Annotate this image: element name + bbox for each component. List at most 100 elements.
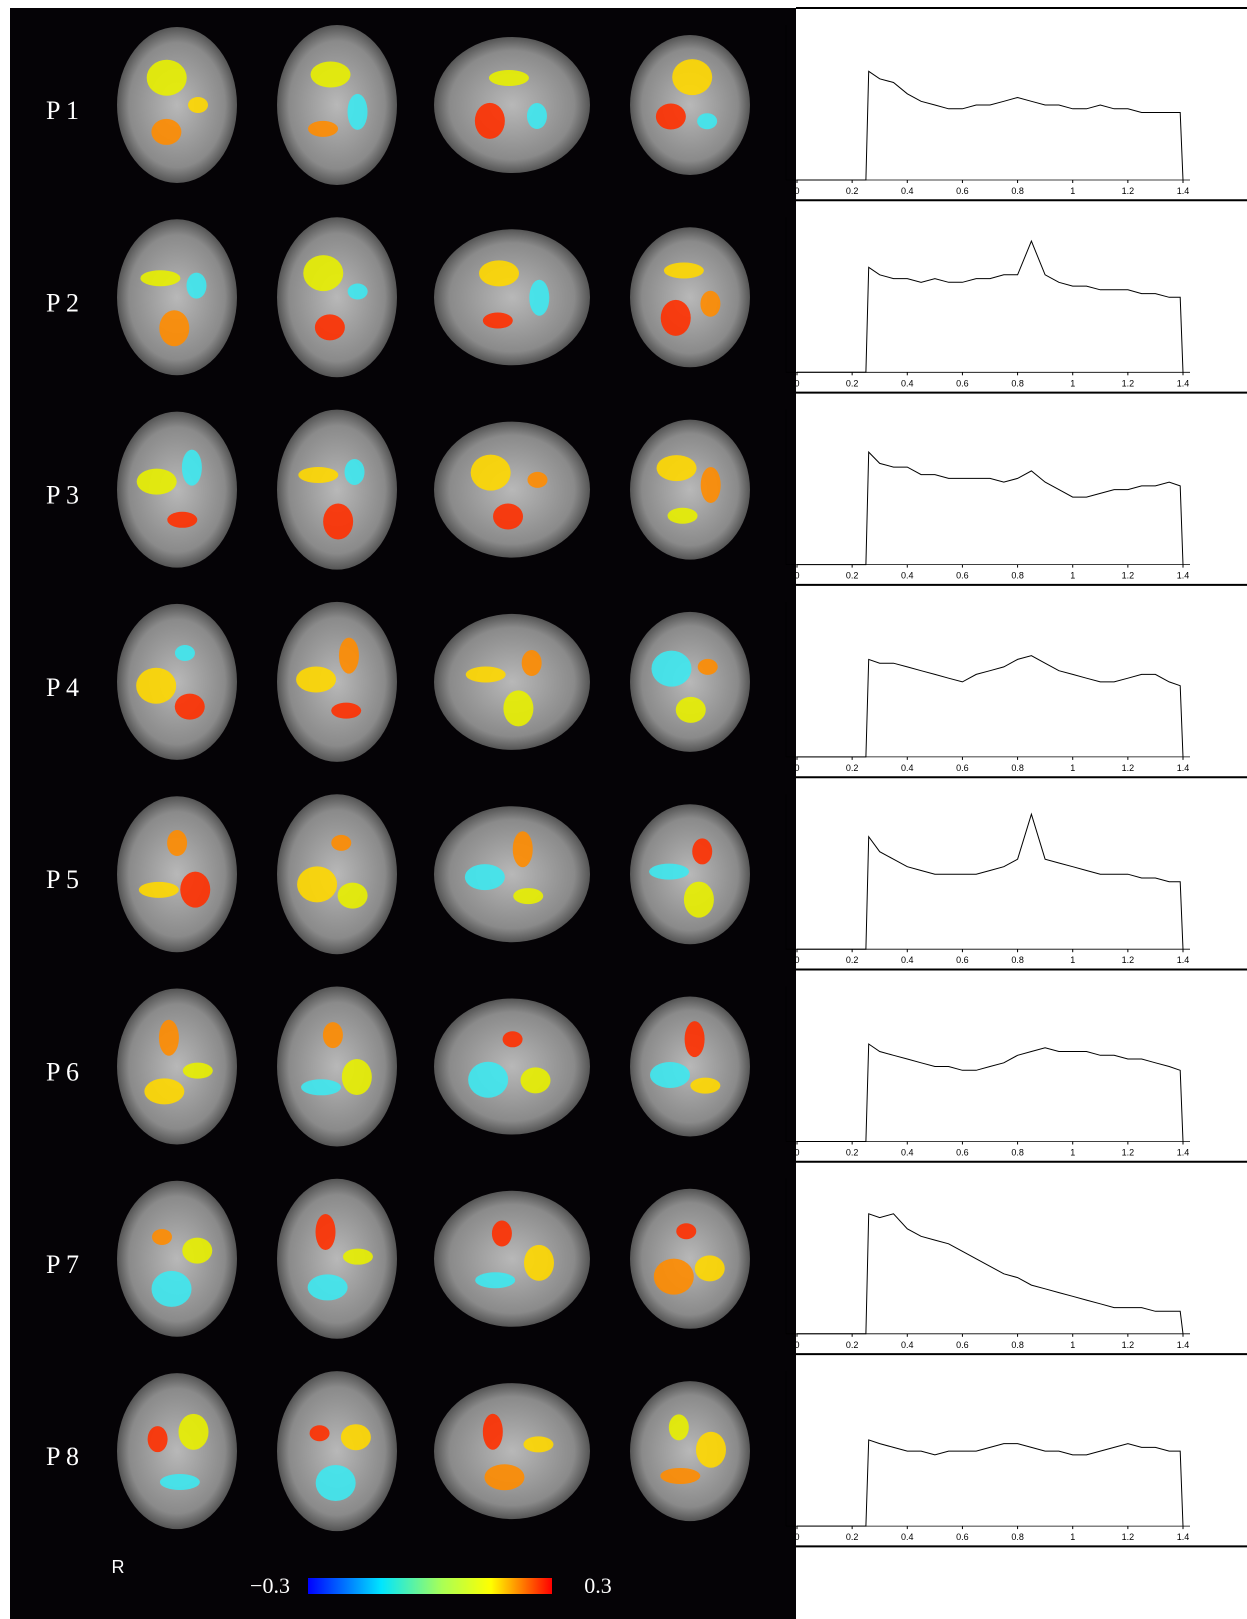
activation-blob — [338, 883, 368, 909]
brain-slice — [434, 806, 590, 942]
x-tick-label: 0.6 — [956, 378, 969, 388]
row-label: P 6 — [46, 1057, 79, 1086]
activation-blob — [522, 650, 542, 676]
activation-blob — [308, 1274, 348, 1300]
activation-blob — [311, 62, 351, 88]
x-tick-label: 1.4 — [1177, 186, 1190, 196]
activation-blob — [669, 1414, 689, 1440]
x-tick-label: 0.2 — [846, 378, 859, 388]
x-tick-label: 0.2 — [846, 1148, 859, 1158]
x-tick-label: 0.4 — [901, 1340, 914, 1350]
colorbar — [308, 1578, 552, 1594]
x-tick-label: 0.6 — [956, 763, 969, 773]
activation-blob — [136, 668, 176, 704]
activation-blob — [297, 866, 337, 902]
figure: R −0.30.3P 100.20.40.60.811.21.4P 200.20… — [0, 0, 1247, 1619]
activation-blob — [188, 97, 208, 113]
activation-blob — [503, 1031, 523, 1047]
activation-blob — [492, 1221, 512, 1247]
brain-slice — [117, 219, 237, 375]
x-tick-label: 0.4 — [901, 763, 914, 773]
brain-slice — [434, 229, 590, 365]
x-tick-label: 1.4 — [1177, 1148, 1190, 1158]
x-tick-label: 0.8 — [1011, 1532, 1024, 1542]
activation-blob — [466, 667, 506, 683]
activation-blob — [471, 455, 511, 491]
brain-slice — [117, 27, 237, 183]
brain-slice — [434, 37, 590, 173]
activation-blob — [331, 835, 351, 851]
activation-blob — [698, 659, 718, 675]
brain-slice — [434, 1191, 590, 1327]
spectrum-line — [797, 241, 1183, 372]
activation-blob — [697, 113, 717, 129]
activation-blob — [348, 283, 368, 299]
x-tick-label: 1.2 — [1122, 378, 1135, 388]
activation-blob — [348, 94, 368, 130]
x-tick-label: 1.2 — [1122, 1148, 1135, 1158]
activation-blob — [529, 280, 549, 316]
activation-blob — [159, 1020, 179, 1056]
brain-slice — [277, 1371, 397, 1531]
row-label: P 1 — [46, 96, 79, 125]
x-tick-label: 1 — [1070, 1340, 1075, 1350]
x-tick-label: 0.4 — [901, 1532, 914, 1542]
activation-blob — [137, 469, 177, 495]
x-tick-label: 0.4 — [901, 1148, 914, 1158]
activation-blob — [483, 1414, 503, 1450]
x-tick-label: 1.4 — [1177, 955, 1190, 965]
activation-blob — [148, 1426, 168, 1452]
activation-blob — [696, 1432, 726, 1468]
x-tick-label: 0.2 — [846, 186, 859, 196]
activation-blob — [186, 273, 206, 299]
activation-blob — [656, 104, 686, 130]
x-tick-label: 0.4 — [901, 186, 914, 196]
activation-blob — [316, 1214, 336, 1250]
x-tick-label: 0.6 — [956, 1532, 969, 1542]
x-tick-label: 1.2 — [1122, 763, 1135, 773]
x-tick-label: 1.2 — [1122, 186, 1135, 196]
activation-blob — [180, 872, 210, 908]
x-tick-label: 1 — [1070, 955, 1075, 965]
brain-slice — [434, 614, 590, 750]
brain-slice — [630, 227, 750, 367]
x-tick-label: 0.4 — [901, 955, 914, 965]
x-tick-label: 1.2 — [1122, 1532, 1135, 1542]
x-tick-label: 0.4 — [901, 378, 914, 388]
activation-blob — [695, 1255, 725, 1281]
activation-blob — [527, 472, 547, 488]
activation-blob — [483, 313, 513, 329]
activation-blob — [139, 882, 179, 898]
spectrum-line — [797, 71, 1183, 180]
activation-blob — [661, 300, 691, 336]
activation-blob — [152, 1229, 172, 1245]
activation-blob — [147, 60, 187, 96]
activation-blob — [152, 1271, 192, 1307]
activation-blob — [183, 1063, 213, 1079]
x-tick-label: 0.2 — [846, 955, 859, 965]
activation-blob — [296, 666, 336, 692]
brain-slice — [630, 804, 750, 944]
activation-blob — [484, 1464, 524, 1490]
x-tick-label: 0 — [794, 378, 799, 388]
brain-slice — [434, 422, 590, 558]
activation-blob — [151, 119, 181, 145]
x-tick-label: 0.6 — [956, 1148, 969, 1158]
x-tick-label: 1.4 — [1177, 571, 1190, 581]
activation-blob — [668, 508, 698, 524]
activation-blob — [521, 1067, 551, 1093]
activation-blob — [341, 1424, 371, 1450]
activation-blob — [345, 459, 365, 485]
spectrum-line — [797, 1214, 1183, 1334]
brain-slice — [630, 997, 750, 1137]
activation-blob — [303, 255, 343, 291]
row-label: P 5 — [46, 865, 79, 894]
x-tick-label: 0.8 — [1011, 1340, 1024, 1350]
row-label: P 2 — [46, 288, 79, 317]
brain-slice — [434, 1383, 590, 1519]
activation-blob — [690, 1078, 720, 1094]
activation-blob — [493, 504, 523, 530]
brain-slice — [277, 217, 397, 377]
activation-blob — [685, 1021, 705, 1057]
x-tick-label: 0.2 — [846, 1340, 859, 1350]
